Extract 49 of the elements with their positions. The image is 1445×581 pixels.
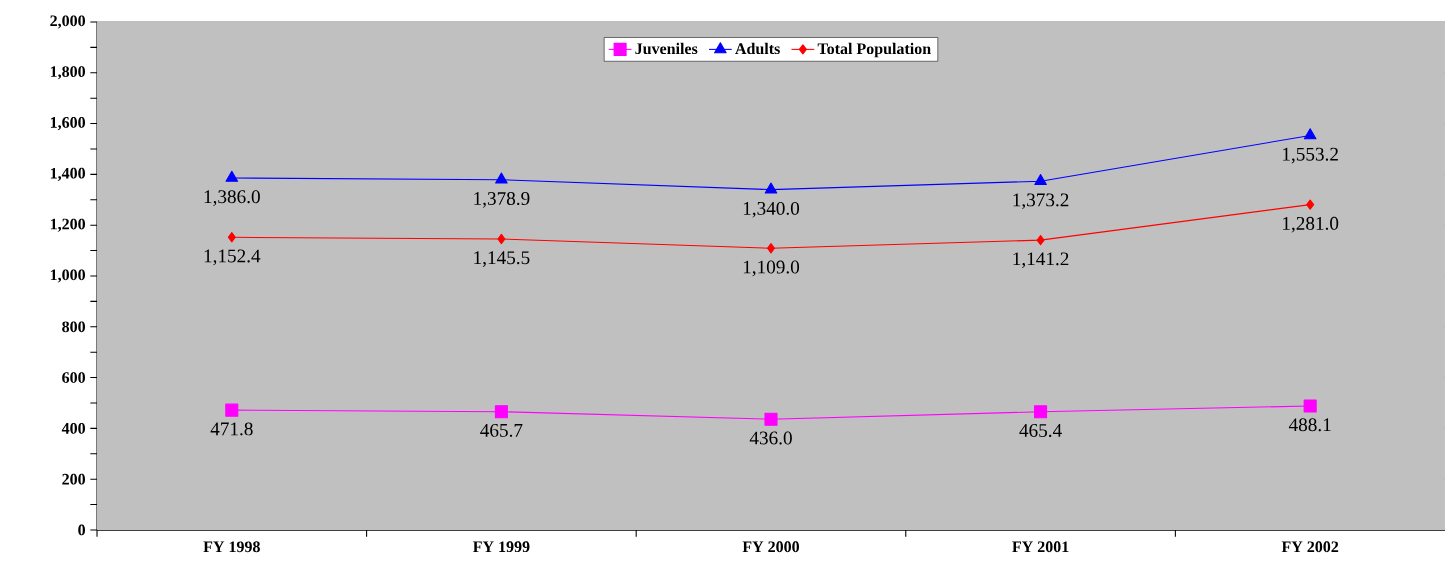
data-label: 471.8 (210, 422, 253, 436)
data-label: 1,152.4 (204, 249, 261, 266)
data-label: 465.7 (480, 423, 523, 437)
y-tick-label: 400 (61, 422, 86, 434)
x-tick-label: FY 2001 (1012, 541, 1069, 553)
data-label: 1,386.0 (204, 190, 260, 206)
point (766, 243, 776, 254)
point (764, 412, 778, 426)
point (764, 182, 778, 194)
point (495, 172, 508, 184)
point (1034, 173, 1047, 186)
data-label: 1,109.0 (743, 260, 800, 277)
x-tick-label: FY 1998 (203, 541, 260, 553)
data-label: 488.1 (1288, 418, 1331, 432)
y-tick-label: 200 (62, 473, 86, 485)
legend-label: Juveniles (635, 42, 698, 55)
point (497, 233, 506, 245)
data-label: 1,340.0 (743, 201, 800, 218)
y-tick-label: 2,000 (50, 15, 86, 29)
x-tick-label: FY 1999 (473, 541, 530, 553)
point (227, 232, 236, 243)
y-tick-label: 800 (62, 321, 86, 333)
point (1034, 405, 1048, 419)
y-tick-label: 1,600 (50, 117, 86, 131)
point (225, 170, 239, 182)
data-label: 436.0 (749, 431, 792, 445)
data-label: 1,378.9 (474, 192, 530, 208)
data-label: 1,141.2 (1013, 252, 1069, 269)
point (225, 403, 239, 417)
data-label: 1,281.0 (1283, 216, 1339, 233)
point (1306, 199, 1315, 210)
point (1303, 399, 1317, 413)
y-tick-label: 1,800 (50, 66, 86, 80)
y-tick-label: 600 (62, 372, 86, 383)
y-tick-label: 1,000 (50, 269, 86, 283)
legend-label: Adults (735, 42, 780, 55)
y-tick-label: 1,400 (50, 167, 86, 181)
data-label: 1,373.2 (1013, 193, 1069, 210)
point (1303, 128, 1317, 140)
point (494, 405, 508, 419)
legend-label: Total Population (817, 42, 931, 58)
point (1036, 234, 1045, 246)
y-tick-label: 0 (78, 524, 86, 536)
data-label: 465.4 (1019, 424, 1062, 438)
data-label: 1,553.2 (1283, 147, 1338, 164)
data-label: 1,145.5 (474, 251, 530, 267)
x-tick-label: FY 2000 (742, 541, 800, 553)
y-tick-label: 1,200 (50, 218, 86, 232)
x-tick-label: FY 2002 (1281, 541, 1339, 553)
